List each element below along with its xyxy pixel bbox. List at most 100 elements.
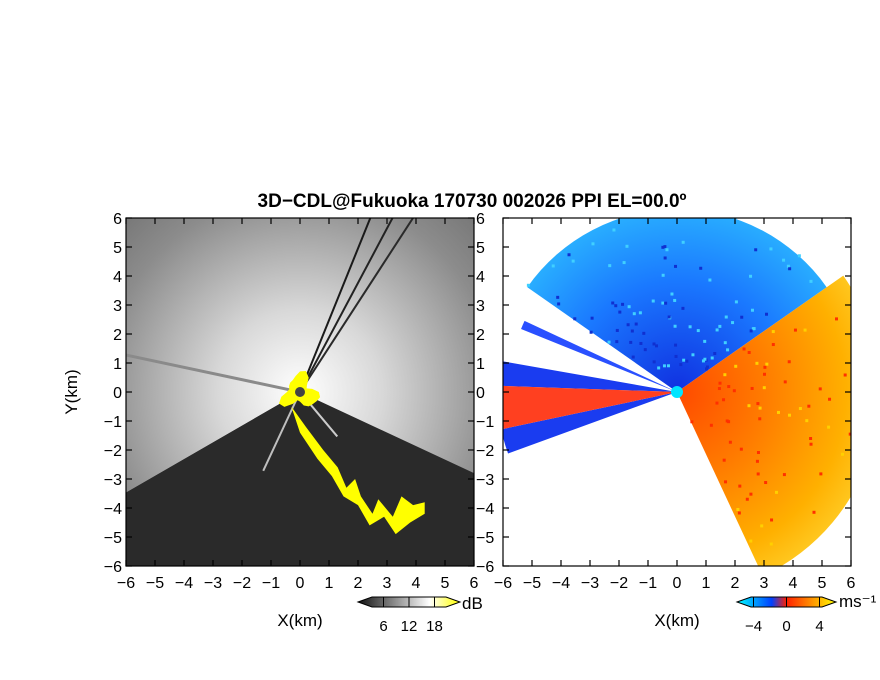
velocity-speckle-cell	[615, 328, 619, 332]
velocity-speckle-cell	[667, 315, 671, 319]
velocity-speckle-cell	[798, 407, 802, 411]
velocity-speckle-cell	[663, 245, 667, 249]
velocity-speckle-cell	[663, 256, 667, 260]
velocity-colorbar-unit: ms⁻¹	[839, 592, 877, 611]
velocity-speckle-cell	[551, 264, 555, 268]
velocity-speckle-cell	[793, 328, 797, 332]
velocity-speckle-cell	[769, 247, 773, 251]
velocity-speckle-cell	[727, 420, 731, 424]
velocity-speckle-cell	[787, 360, 791, 364]
velocity-speckle-cell	[626, 323, 630, 327]
velocity-speckle-cell	[657, 366, 661, 370]
velocity-speckle-cell	[708, 278, 712, 282]
velocity-speckle-cell	[771, 330, 775, 334]
backscatter-ray-streaks	[126, 218, 415, 472]
y-tick-label-right: 5	[476, 240, 485, 257]
velocity-speckle-cell	[670, 292, 674, 296]
velocity-speckle-cell	[655, 344, 659, 348]
backscatter-axes: −6 −5 −4 −3 −2 −1 0 1 2 3 4 5 6−6 −6−5 −5−4 −4−3 −3−2 −2−…	[104, 211, 495, 592]
y-tick-label-right: 4	[476, 269, 485, 286]
velocity-xlabel: X(km)	[654, 611, 699, 630]
velocity-speckle-cell	[688, 325, 692, 329]
x-tick-label: −2	[610, 575, 628, 592]
velocity-speckle-cell	[737, 511, 741, 515]
velocity-speckle-cell	[699, 266, 703, 270]
velocity-speckle-cell	[724, 315, 728, 319]
backscatter-ylabel: Y(km)	[62, 369, 81, 414]
velocity-speckle-cell	[755, 361, 759, 365]
velocity-image	[503, 218, 851, 566]
x-tick-label: −3	[581, 575, 599, 592]
velocity-speckle-cell	[607, 340, 611, 344]
velocity-speckle-cell	[709, 423, 713, 427]
velocity-speckle-cell	[765, 312, 769, 316]
y-tick-label-right: 6	[476, 211, 485, 228]
velocity-speckle-cell	[750, 386, 754, 390]
x-tick-label: 2	[354, 575, 363, 592]
velocity-speckle-cell	[632, 312, 636, 316]
y-tick-label-right: −4	[476, 501, 494, 518]
backscatter-xlabel: X(km)	[277, 611, 322, 630]
velocity-speckle-cell	[618, 310, 622, 314]
velocity-speckle-cell	[745, 497, 749, 501]
y-tick-label-right: 1	[476, 356, 485, 373]
velocity-speckle-cell	[634, 322, 638, 326]
velocity-speckle-cell	[760, 524, 764, 528]
velocity-speckle-cell	[755, 459, 759, 463]
x-tick-label: 4	[789, 575, 798, 592]
velocity-speckle-cell	[765, 362, 769, 366]
x-tick-label: 2	[731, 575, 740, 592]
velocity-speckle-cell	[724, 480, 728, 484]
velocity-speckle-cell	[608, 264, 612, 268]
y-tick-label-right: 0	[476, 385, 485, 402]
velocity-speckle-cell	[690, 420, 694, 424]
velocity-speckle-cell	[848, 432, 851, 436]
y-tick-label: −3	[104, 472, 122, 489]
x-tick-label: −3	[204, 575, 222, 592]
velocity-speckle-cell	[662, 364, 666, 368]
velocity-speckle-cell	[718, 324, 722, 328]
velocity-speckle-cell	[567, 253, 571, 257]
backscatter-saturated-edge	[291, 406, 425, 535]
velocity-speckle-cell	[673, 324, 677, 328]
velocity-speckle-cell	[764, 481, 768, 485]
y-tick-label: −5	[104, 530, 122, 547]
velocity-colorbar-ticks: −4 0 4	[745, 597, 824, 635]
velocity-speckle-cell	[681, 306, 685, 310]
velocity-speckle-cell	[758, 417, 762, 421]
velocity-speckle-cell	[717, 387, 721, 391]
x-tick-label: 6	[470, 575, 479, 592]
velocity-speckle-cell	[685, 359, 689, 363]
velocity-speckle-cell	[732, 389, 736, 393]
velocity-speckle-cell	[782, 258, 786, 262]
x-tick-label: 1	[325, 575, 334, 592]
velocity-speckle-cell	[747, 404, 751, 408]
velocity-axes: −6 −5 −4 −3 −2 −1 0 1 2 3 4 5 6	[494, 217, 856, 592]
x-tick-label: −4	[552, 575, 570, 592]
colorbar-tick-label: 0	[782, 618, 790, 635]
velocity-northwest-beam	[521, 320, 677, 392]
velocity-speckle-cell	[787, 413, 791, 417]
velocity-speckle-cell	[705, 365, 709, 369]
velocity-speckle-cell	[770, 518, 774, 522]
velocity-speckle-cell	[681, 240, 685, 244]
x-tick-label: −6	[117, 575, 135, 592]
velocity-speckle-cell	[769, 542, 773, 546]
x-tick-label: −1	[262, 575, 280, 592]
velocity-speckle-cell	[589, 330, 593, 334]
velocity-speckle-cell	[557, 302, 561, 306]
backscatter-panel: −6 −5 −4 −3 −2 −1 0 1 2 3 4 5 6−6 −6−5 −5−4 −4−3 −3−2 −2−…	[62, 211, 495, 630]
x-tick-label: 3	[760, 575, 769, 592]
radar-site-marker	[295, 387, 305, 397]
velocity-speckle-cell	[666, 364, 670, 368]
y-tick-label-right: 2	[476, 327, 485, 344]
velocity-speckle-cell	[703, 357, 707, 361]
velocity-speckle-cell	[805, 419, 809, 423]
velocity-speckle-cell	[691, 353, 695, 357]
velocity-speckle-cell	[776, 410, 780, 414]
x-tick-label: −5	[523, 575, 541, 592]
velocity-speckle-cell	[526, 283, 530, 287]
velocity-speckle-cell	[726, 348, 730, 352]
velocity-speckle-cell	[611, 301, 615, 305]
